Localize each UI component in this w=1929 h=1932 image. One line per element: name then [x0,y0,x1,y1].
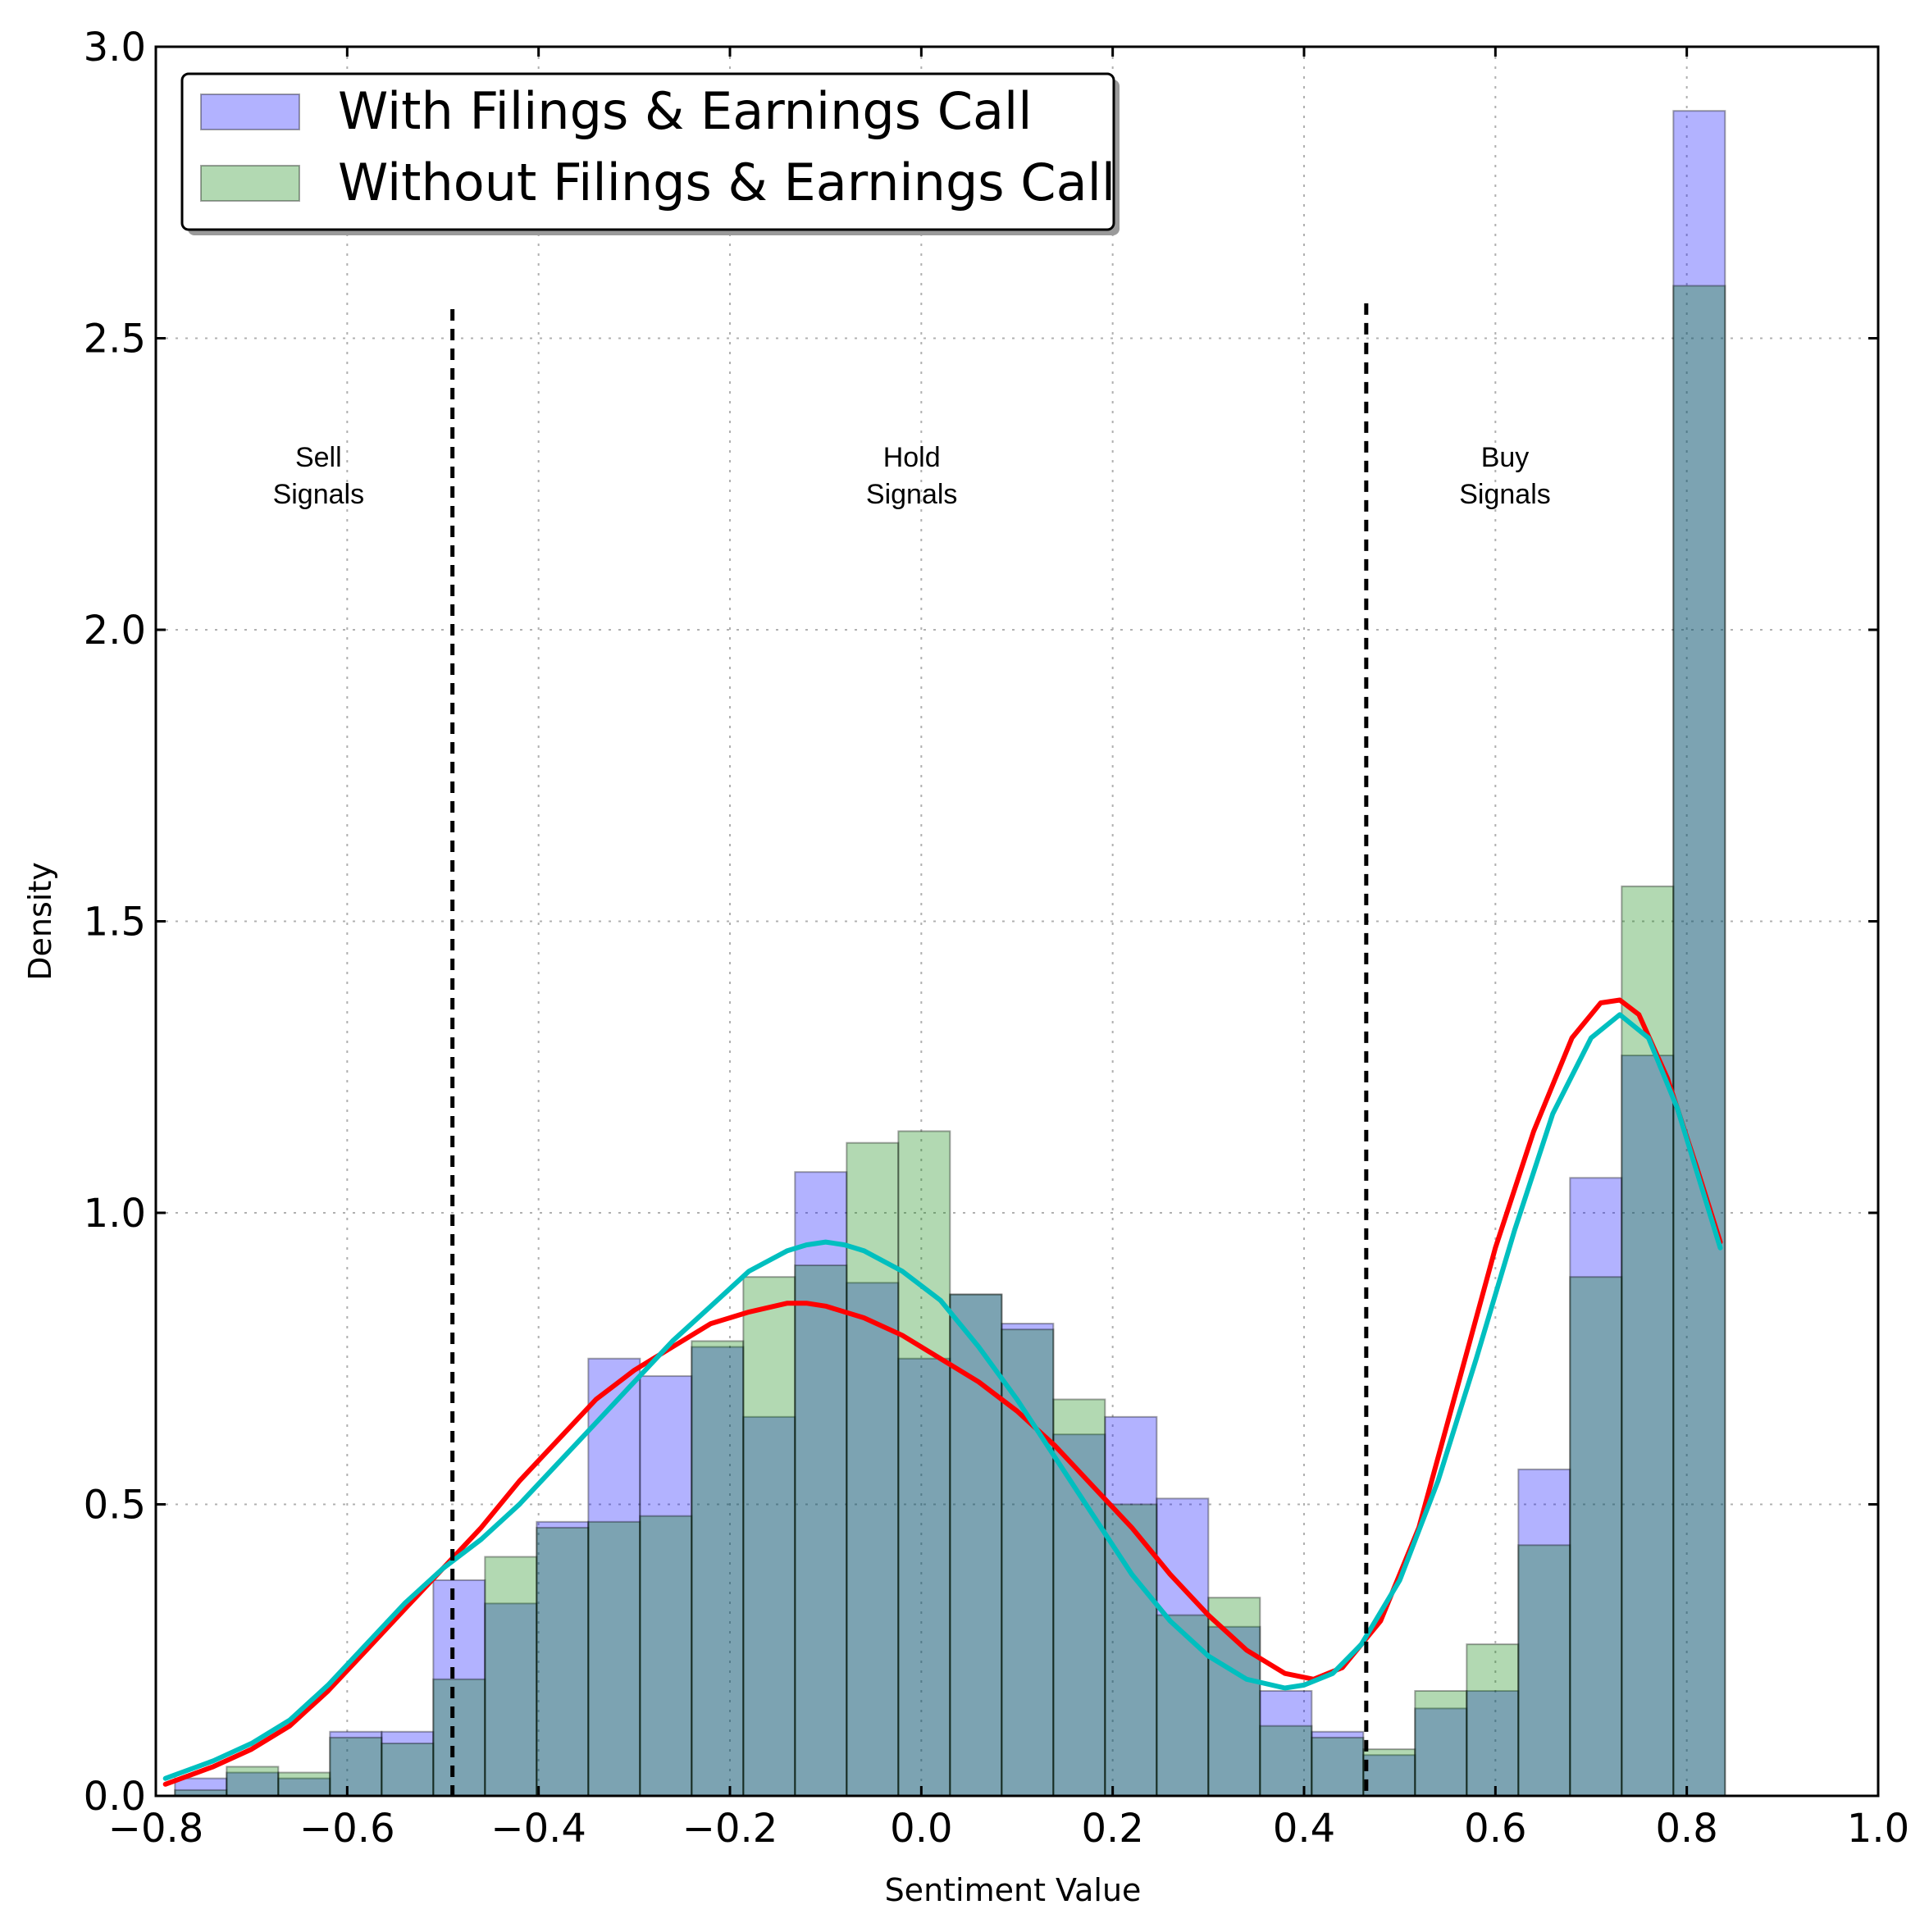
y-tick-label: 2.0 [84,608,146,654]
buy-signals-label-line: Buy [1481,442,1530,473]
histogram-bar [1259,1690,1313,1798]
histogram-bar [1517,1468,1571,1797]
hold-signals-label-line: Signals [866,479,958,510]
histogram-bar [1259,1725,1313,1797]
legend-label-with-filings: With Filings & Earnings Call [338,81,1033,141]
histogram-bar [639,1515,693,1797]
hold-signals-label-line: Hold [883,442,941,473]
kde-curves [162,997,1723,1787]
x-tick-label: −0.8 [108,1806,204,1852]
y-tick-label: 1.0 [84,1191,146,1237]
x-tick-label: 1.0 [1847,1806,1909,1852]
histogram-bars [174,110,1726,1798]
histogram-bar [846,1282,900,1797]
histogram-bar [587,1520,641,1797]
x-tick-label: −0.2 [682,1806,778,1852]
histogram-bar [639,1375,693,1797]
region-annotations: Sell Signals Hold Signals Buy Signals [273,442,1551,510]
sell-signals-label-line: Sell [295,442,342,473]
histogram-bar [1672,110,1726,1798]
histogram-bar [1207,1597,1261,1798]
histogram-bar [1311,1730,1365,1798]
histogram-bar [1362,1754,1416,1797]
y-tick-label: 1.5 [84,900,146,945]
legend-swatch-with-filings [200,93,300,130]
y-axis-title: Density [22,862,58,980]
x-tick-label: 0.4 [1273,1806,1335,1852]
histogram-bar [381,1730,435,1798]
histogram-bar [1569,1276,1623,1797]
x-tick-label: 0.6 [1464,1806,1526,1852]
legend-label-without-filings: Without Filings & Earnings Call [338,153,1115,212]
y-tick-label: 0.0 [84,1774,146,1820]
y-tick-label: 3.0 [84,25,146,71]
histogram-bar [1517,1544,1571,1798]
axis-ticks [154,45,1880,1798]
histogram-bar [226,1766,280,1797]
histogram-bar [1466,1690,1520,1798]
histogram-bar [536,1520,590,1797]
threshold-lines [450,303,1369,1796]
histogram-bar [432,1678,486,1798]
sell-signals-label-line: Signals [273,479,365,510]
x-tick-label: −0.4 [490,1806,586,1852]
histogram-bar [1052,1398,1106,1798]
histogram-bar [1362,1748,1416,1798]
histogram-bar [794,1264,848,1797]
histogram-bar [691,1340,745,1798]
histogram-bar [1001,1323,1055,1797]
histogram-bar [1466,1643,1520,1798]
axis-tick-labels: −0.8 −0.6 −0.4 −0.2 0.0 0.2 0.4 0.6 0.8 1.0 0.0 0.5… [84,25,1910,1852]
histogram-bar [484,1556,538,1797]
x-tick-label: 0.0 [890,1806,952,1852]
legend: With Filings & Earnings Call Without Fil… [180,72,1120,235]
histogram-bar [1414,1707,1468,1798]
histogram-bar [536,1526,590,1797]
histogram-bar [794,1171,848,1797]
histogram-bar [742,1276,796,1797]
histogram-bar [897,1357,951,1797]
histogram-bar [1672,285,1726,1797]
x-axis-title: Sentiment Value [885,1872,1142,1908]
x-tick-label: 0.2 [1081,1806,1143,1852]
legend-box [180,72,1115,231]
histogram-bar [846,1141,900,1798]
histogram-bar [226,1771,280,1798]
histogram-bar [1001,1328,1055,1797]
kde-line-kde-without [162,1012,1723,1781]
histogram-bar [277,1771,331,1798]
y-tick-label: 2.5 [84,317,146,362]
histogram-bar [1569,1177,1623,1797]
legend-swatch-without-filings [200,165,300,202]
histogram-bar [329,1736,383,1797]
histogram-bar [1311,1736,1365,1797]
histogram-bar [1414,1690,1468,1798]
histogram-bar [432,1579,486,1798]
kde-line-kde-with [162,997,1723,1787]
x-tick-label: 0.8 [1655,1806,1717,1852]
x-tick-label: −0.6 [299,1806,395,1852]
histogram-bar [691,1346,745,1797]
buy-signals-label-line: Signals [1459,479,1551,510]
histogram-bar [897,1130,951,1797]
histogram-bar [381,1743,435,1798]
histogram-bar [484,1602,538,1797]
histogram-bar [742,1415,796,1797]
y-tick-label: 0.5 [84,1483,146,1529]
histogram-bar [1156,1614,1210,1797]
